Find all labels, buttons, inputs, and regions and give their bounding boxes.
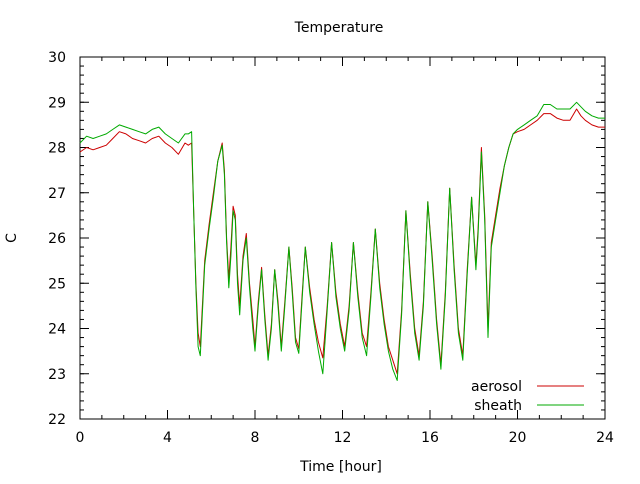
y-axis-label: C	[4, 233, 20, 243]
legend-label-sheath: sheath	[474, 398, 522, 414]
x-axis-label: Time [hour]	[299, 459, 382, 475]
x-tick-label: 4	[163, 430, 172, 446]
y-tick-label: 30	[48, 50, 66, 66]
y-tick-label: 29	[48, 95, 66, 111]
x-tick-label: 16	[421, 430, 439, 446]
y-tick-label: 22	[48, 412, 66, 428]
y-tick-label: 26	[48, 231, 66, 247]
y-tick-label: 24	[48, 322, 66, 338]
y-tick-label: 28	[48, 141, 66, 157]
chart-title: Temperature	[294, 20, 384, 36]
x-tick-label: 0	[76, 430, 85, 446]
x-tick-label: 12	[334, 430, 352, 446]
legend-label-aerosol: aerosol	[471, 379, 522, 395]
y-tick-label: 25	[48, 276, 66, 292]
series-lines	[79, 101, 605, 381]
plot-frame	[79, 56, 606, 420]
x-tick-label: 24	[596, 430, 614, 446]
x-tick-label: 8	[251, 430, 260, 446]
y-tick-label: 23	[48, 367, 66, 383]
series-line-sheath	[79, 101, 605, 381]
y-tick-label: 27	[48, 186, 66, 202]
legend: aerosol sheath	[471, 379, 584, 414]
x-tick-label: 20	[509, 430, 527, 446]
series-line-aerosol	[79, 108, 605, 375]
